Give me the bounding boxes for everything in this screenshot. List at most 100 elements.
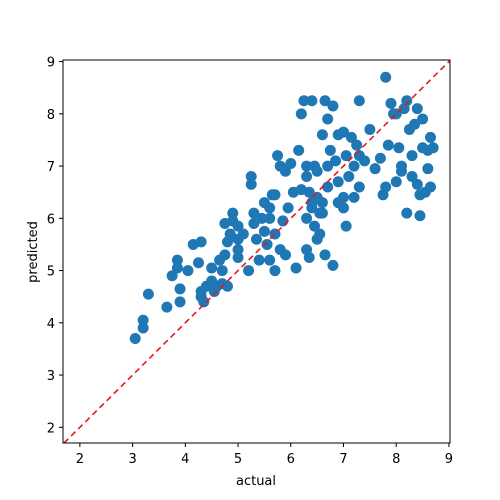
point xyxy=(237,228,249,240)
point xyxy=(293,144,305,156)
point xyxy=(251,233,262,245)
point xyxy=(245,171,257,183)
point xyxy=(414,210,426,222)
point xyxy=(319,95,331,107)
point xyxy=(174,296,186,308)
x-tick-label: 5 xyxy=(234,452,242,467)
point xyxy=(232,244,244,256)
point xyxy=(427,142,439,154)
point xyxy=(314,228,326,240)
point xyxy=(311,165,323,177)
point xyxy=(369,163,381,175)
point xyxy=(129,332,141,344)
point xyxy=(171,262,183,274)
point xyxy=(322,181,334,193)
point xyxy=(316,197,328,209)
point xyxy=(279,249,291,261)
point xyxy=(359,155,371,167)
x-tick-label: 8 xyxy=(392,452,400,467)
y-tick-label: 5 xyxy=(47,265,55,280)
point xyxy=(253,254,265,266)
point xyxy=(306,95,318,107)
point xyxy=(380,181,392,193)
point xyxy=(301,212,313,224)
point xyxy=(137,322,149,334)
point xyxy=(248,218,260,230)
point xyxy=(327,100,339,112)
point xyxy=(166,270,178,282)
point xyxy=(364,123,376,135)
y-tick-label: 7 xyxy=(47,160,55,175)
y-axis-label: predicted xyxy=(26,221,41,283)
point xyxy=(206,262,218,274)
point xyxy=(322,160,334,172)
point xyxy=(411,103,423,115)
x-tick-label: 3 xyxy=(128,452,136,467)
y-tick-label: 2 xyxy=(47,421,55,436)
point xyxy=(406,150,418,162)
x-tick-label: 7 xyxy=(339,452,347,467)
point xyxy=(306,197,318,209)
diagonal-line xyxy=(63,59,451,444)
y-tick-label: 3 xyxy=(47,369,55,384)
point xyxy=(137,314,149,326)
point xyxy=(337,202,349,214)
point xyxy=(256,212,268,224)
point xyxy=(393,142,405,154)
point xyxy=(269,189,281,201)
point xyxy=(395,160,407,172)
point xyxy=(261,238,273,250)
point xyxy=(142,288,154,300)
point xyxy=(401,207,413,219)
point xyxy=(295,108,307,120)
x-tick-label: 2 xyxy=(76,452,84,467)
point xyxy=(248,207,260,219)
point xyxy=(264,254,276,266)
point xyxy=(322,113,334,125)
point xyxy=(380,71,392,83)
point xyxy=(171,254,183,266)
point xyxy=(227,207,239,219)
point xyxy=(424,131,436,143)
point xyxy=(332,129,344,141)
point xyxy=(411,178,423,190)
point xyxy=(174,283,186,295)
point xyxy=(351,139,363,151)
point xyxy=(401,95,413,107)
point xyxy=(343,171,355,183)
x-axis-label: actual xyxy=(236,474,276,489)
point xyxy=(390,176,402,188)
point xyxy=(264,212,276,224)
point xyxy=(195,236,207,248)
point xyxy=(232,220,244,232)
point xyxy=(269,265,281,277)
point xyxy=(182,265,194,277)
point xyxy=(264,202,276,214)
x-tick-label: 4 xyxy=(181,452,189,467)
point xyxy=(319,249,331,261)
point xyxy=(193,257,205,269)
point xyxy=(282,202,294,214)
point xyxy=(337,191,349,203)
point xyxy=(409,118,421,130)
y-tick-label: 9 xyxy=(47,56,55,71)
point xyxy=(161,301,173,313)
point xyxy=(422,163,434,175)
point xyxy=(345,131,357,143)
point xyxy=(298,95,310,107)
point xyxy=(301,244,313,256)
point xyxy=(198,296,210,308)
y-tick-label: 8 xyxy=(47,108,55,123)
point xyxy=(232,252,244,264)
point xyxy=(290,262,302,274)
point xyxy=(374,152,386,164)
point xyxy=(417,113,429,125)
point xyxy=(348,160,360,172)
point xyxy=(277,215,289,227)
point xyxy=(406,171,418,183)
point xyxy=(332,176,344,188)
point xyxy=(316,129,328,141)
point xyxy=(243,265,255,277)
